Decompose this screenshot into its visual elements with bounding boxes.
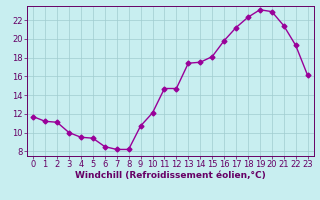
X-axis label: Windchill (Refroidissement éolien,°C): Windchill (Refroidissement éolien,°C) (75, 171, 266, 180)
